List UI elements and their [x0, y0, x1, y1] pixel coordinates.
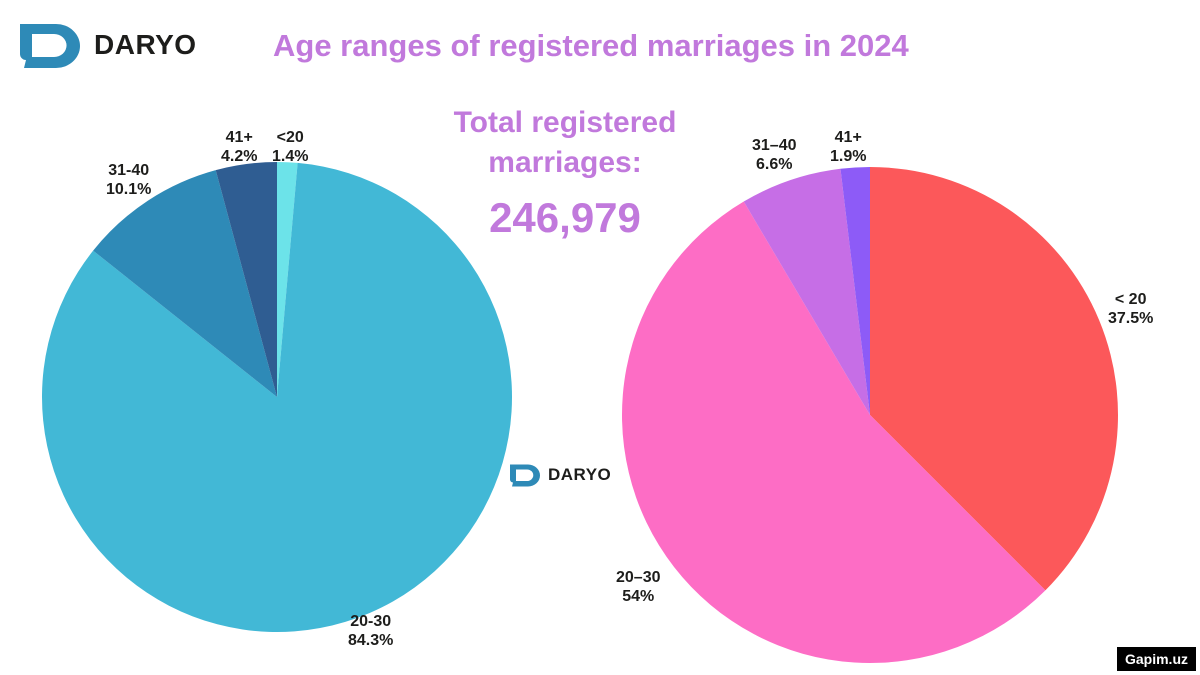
- left-pie-slice-3: [215, 162, 277, 397]
- right-label-lt20: < 20 37.5%: [1108, 291, 1154, 327]
- right-pie-slice-2: [743, 168, 870, 415]
- chat-bubble-icon: [20, 24, 80, 68]
- left-label-31-40: 31-40 10.1%: [106, 162, 152, 198]
- right-pie-slice-3: [840, 167, 870, 415]
- brand-name: DARYO: [94, 29, 197, 60]
- watermark-brand-name: DARYO: [548, 465, 612, 484]
- chart-title: Age ranges of registered marriages in 20…: [273, 28, 909, 63]
- brand-logo: DARYO: [16, 20, 197, 70]
- watermark-logo: DARYO: [508, 462, 611, 488]
- left-pie-slice-2: [93, 170, 278, 397]
- right-label-20-30: 20–30 54%: [616, 569, 661, 605]
- left-label-20-30: 20-30 84.3%: [348, 613, 394, 649]
- left-pie-slice-0: [277, 162, 298, 397]
- pie-chart-right: [621, 167, 1118, 664]
- left-label-lt20: <20 1.4%: [272, 129, 309, 165]
- pie-chart-left: [41, 162, 512, 632]
- chat-bubble-icon: [510, 464, 540, 487]
- total-label: Total registered marriages:: [453, 106, 677, 179]
- left-pie-slice-1: [41, 162, 512, 632]
- right-pie-slice-1: [621, 201, 1046, 664]
- left-label-41plus: 41+ 4.2%: [221, 129, 258, 165]
- right-label-41plus: 41+ 1.9%: [830, 129, 867, 165]
- right-pie-slice-0: [870, 167, 1118, 591]
- credit-badge: Gapim.uz: [1116, 647, 1196, 671]
- total-value: 246,979: [489, 194, 641, 241]
- right-label-31-40: 31–40 6.6%: [752, 137, 797, 173]
